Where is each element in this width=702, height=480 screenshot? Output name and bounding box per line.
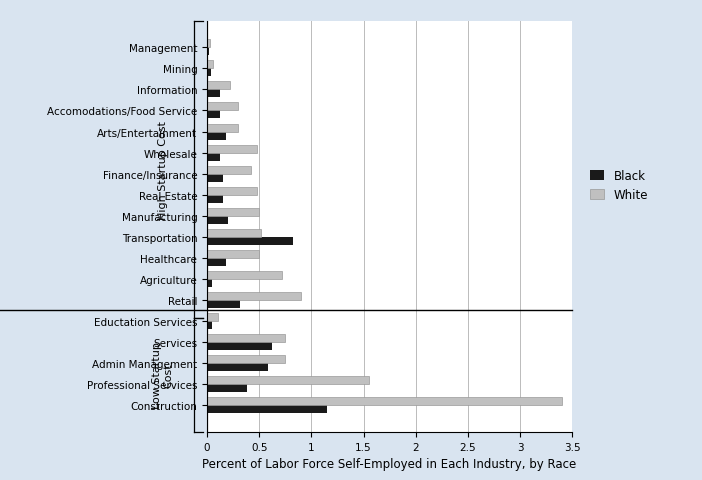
Legend: Black, White: Black, White	[585, 165, 653, 206]
Bar	[207, 397, 562, 406]
Text: Low Startup
Cost: Low Startup Cost	[152, 342, 173, 408]
Bar	[207, 376, 369, 384]
Bar	[207, 90, 220, 98]
Bar	[207, 258, 226, 266]
Bar	[207, 166, 251, 174]
Bar	[207, 237, 293, 245]
Bar	[207, 132, 226, 140]
Bar	[207, 187, 257, 195]
Bar	[207, 153, 220, 161]
Bar	[207, 321, 212, 329]
Bar	[207, 251, 259, 258]
Bar	[207, 342, 272, 350]
Bar	[207, 300, 241, 308]
Bar	[207, 216, 228, 224]
Bar	[207, 124, 239, 132]
Bar	[207, 111, 220, 119]
Bar	[207, 279, 212, 288]
Bar	[207, 40, 210, 48]
Bar	[207, 406, 327, 413]
Bar	[207, 145, 257, 153]
Bar	[207, 355, 285, 363]
Bar	[207, 174, 223, 182]
Bar	[207, 229, 261, 237]
X-axis label: Percent of Labor Force Self-Employed in Each Industry, by Race: Percent of Labor Force Self-Employed in …	[202, 457, 577, 470]
Bar	[207, 195, 223, 203]
Bar	[207, 292, 301, 300]
Text: High Startup Cost: High Startup Cost	[158, 120, 168, 219]
Bar	[207, 335, 285, 342]
Bar	[207, 384, 246, 392]
Bar	[207, 363, 267, 372]
Bar	[207, 61, 213, 69]
Bar	[207, 313, 218, 321]
Bar	[207, 82, 230, 90]
Bar	[207, 271, 282, 279]
Bar	[207, 103, 239, 111]
Bar	[207, 208, 259, 216]
Bar	[207, 69, 211, 77]
Bar	[207, 48, 209, 56]
